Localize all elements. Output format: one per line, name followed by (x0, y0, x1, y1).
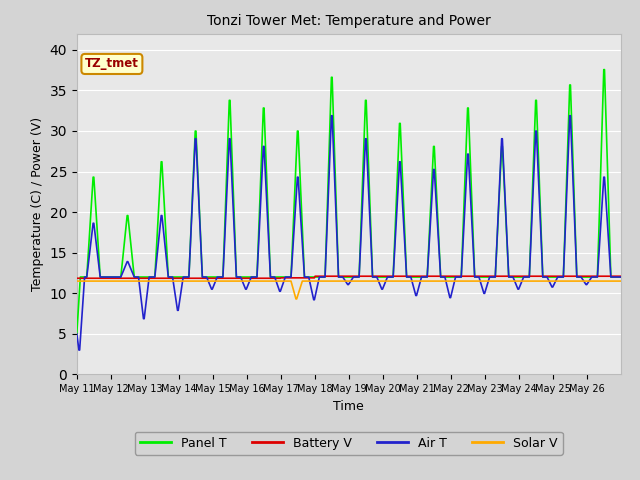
Y-axis label: Temperature (C) / Power (V): Temperature (C) / Power (V) (31, 117, 44, 291)
X-axis label: Time: Time (333, 400, 364, 413)
Legend: Panel T, Battery V, Air T, Solar V: Panel T, Battery V, Air T, Solar V (135, 432, 563, 455)
Title: Tonzi Tower Met: Temperature and Power: Tonzi Tower Met: Temperature and Power (207, 14, 491, 28)
Text: TZ_tmet: TZ_tmet (85, 58, 139, 71)
